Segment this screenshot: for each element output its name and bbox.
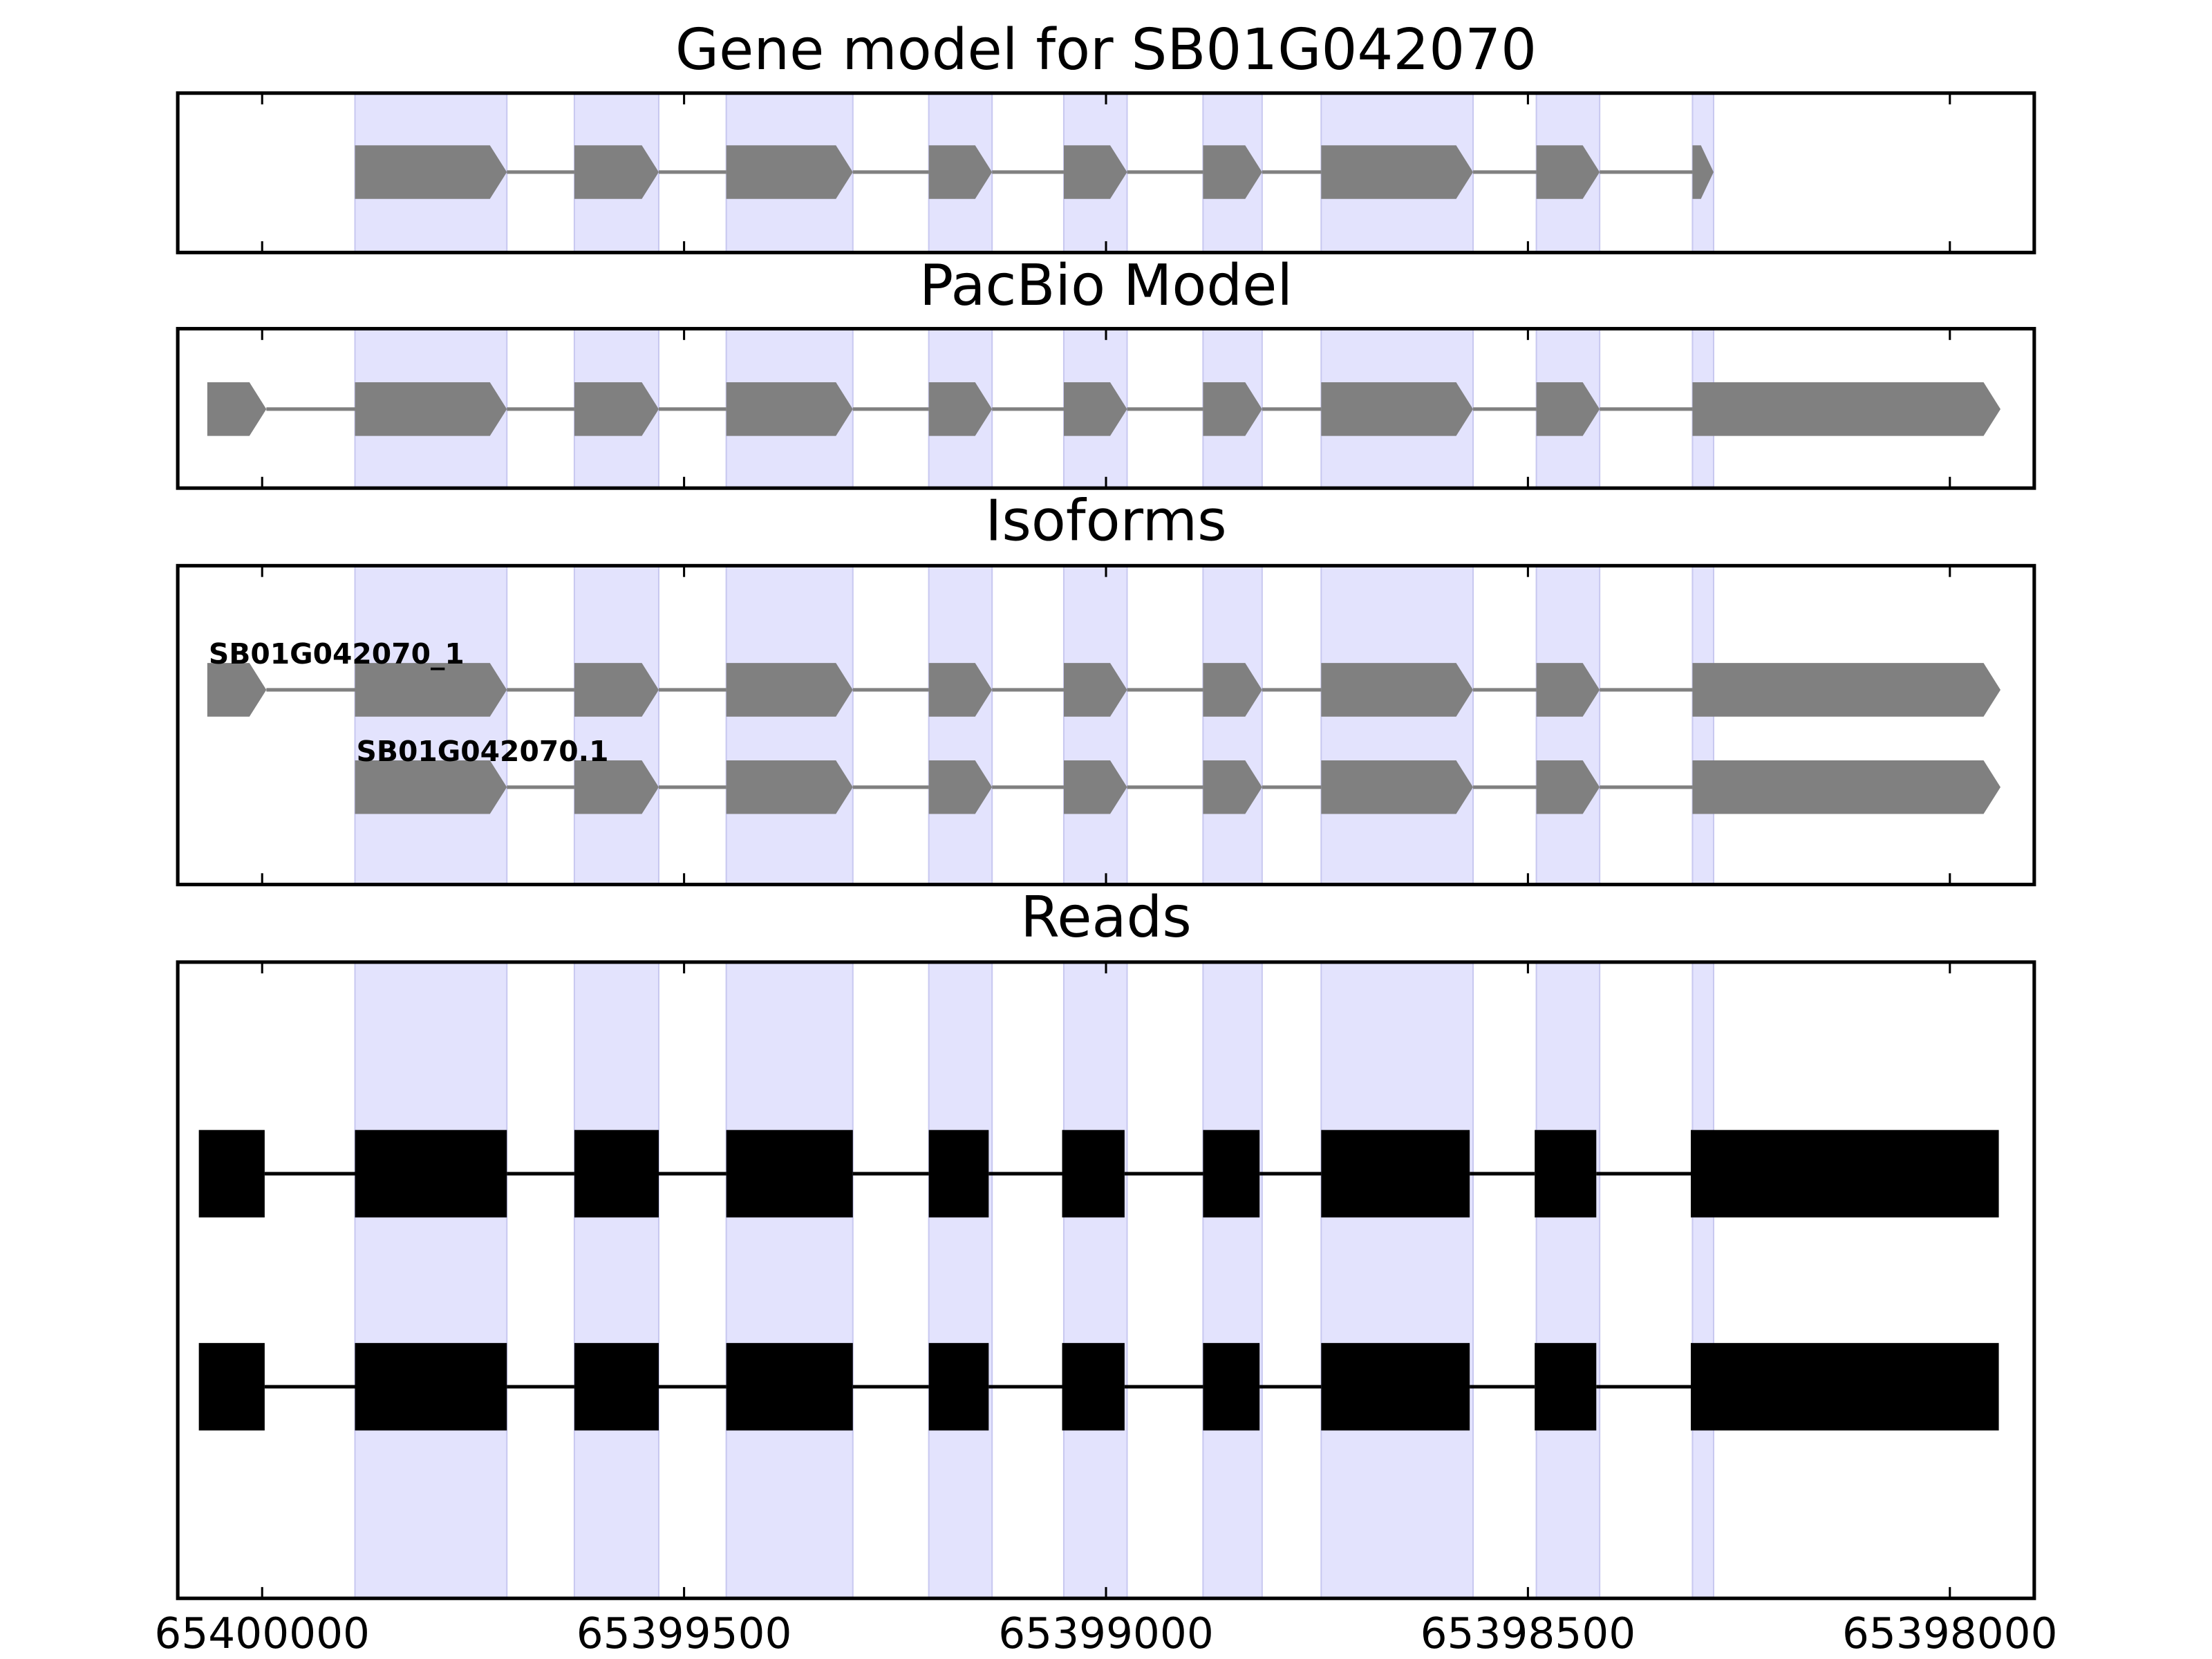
isoform-label: SB01G042070_1 <box>209 637 465 671</box>
exon <box>1203 382 1262 436</box>
read-block <box>1062 1130 1125 1218</box>
read-block <box>574 1342 659 1431</box>
exon <box>928 663 993 717</box>
exon <box>928 382 993 436</box>
exon <box>355 760 507 814</box>
exon-highlight <box>1202 961 1263 1600</box>
exon <box>1063 760 1127 814</box>
exon-highlight <box>573 565 660 885</box>
exon <box>1203 760 1262 814</box>
read-block <box>355 1342 507 1431</box>
exon <box>928 760 993 814</box>
exon <box>1692 145 1714 199</box>
read-block <box>928 1130 989 1218</box>
exon-highlight <box>1320 961 1474 1600</box>
read-block <box>726 1130 853 1218</box>
exon <box>1203 663 1262 717</box>
exon <box>1536 760 1600 814</box>
exon <box>1203 145 1262 199</box>
exon-highlight <box>573 961 660 1600</box>
exon <box>1063 382 1127 436</box>
exon-highlight <box>725 565 854 885</box>
read-block <box>1321 1342 1470 1431</box>
exon-highlight <box>1535 961 1601 1600</box>
exon-highlight <box>354 961 508 1600</box>
exon <box>1692 663 2001 717</box>
read-block <box>1535 1342 1597 1431</box>
read-block <box>1535 1130 1597 1218</box>
panel-title: Isoforms <box>985 489 1226 554</box>
exon <box>726 382 853 436</box>
read-block <box>1321 1130 1470 1218</box>
x-tick-label: 65399000 <box>998 1609 1214 1658</box>
exon <box>1321 382 1474 436</box>
exon <box>574 382 659 436</box>
exon-highlight <box>354 565 508 885</box>
exon <box>355 145 507 199</box>
exon <box>574 663 659 717</box>
exon <box>1536 663 1600 717</box>
exon <box>1536 382 1600 436</box>
read-block <box>928 1342 989 1431</box>
read-block <box>198 1342 265 1431</box>
exon <box>1063 663 1127 717</box>
exon-highlight <box>725 961 854 1600</box>
exon <box>355 663 507 717</box>
read-block <box>726 1342 853 1431</box>
read-block <box>1691 1130 1999 1218</box>
x-tick-label: 65400000 <box>154 1609 370 1658</box>
exon <box>1536 145 1600 199</box>
x-tick-label: 65398500 <box>1421 1609 1636 1658</box>
read-block <box>1062 1342 1125 1431</box>
exon-highlight <box>928 565 993 885</box>
exon <box>207 663 267 717</box>
exon <box>574 760 659 814</box>
exon <box>1692 760 2001 814</box>
exon <box>207 382 267 436</box>
exon <box>1321 145 1474 199</box>
exon <box>574 145 659 199</box>
panel-title: Reads <box>1020 885 1192 950</box>
panel-title: Gene model for SB01G042070 <box>675 17 1537 83</box>
exon-highlight <box>1062 565 1128 885</box>
panel-title: PacBio Model <box>919 253 1293 319</box>
exon <box>1692 382 2001 436</box>
exon <box>928 145 993 199</box>
read-block <box>574 1130 659 1218</box>
x-tick-label: 65398000 <box>1842 1609 2058 1658</box>
read-block <box>1691 1342 1999 1431</box>
exon <box>355 382 507 436</box>
exon-highlight <box>1535 565 1601 885</box>
read-block <box>1203 1342 1260 1431</box>
exon-highlight <box>928 961 993 1600</box>
read-block <box>198 1130 265 1218</box>
exon <box>726 760 853 814</box>
exon <box>1063 145 1127 199</box>
exon-highlight <box>1691 565 1714 885</box>
x-tick-label: 65399500 <box>577 1609 792 1658</box>
read-block <box>355 1130 507 1218</box>
read-block <box>1203 1130 1260 1218</box>
isoform-label: SB01G042070.1 <box>357 735 609 768</box>
exon <box>726 145 853 199</box>
exon <box>1321 663 1474 717</box>
exon-highlight <box>1202 565 1263 885</box>
exon-highlight <box>1320 565 1474 885</box>
exon <box>726 663 853 717</box>
exon-highlight <box>1062 961 1128 1600</box>
exon <box>1321 760 1474 814</box>
exon-highlight <box>1691 961 1714 1600</box>
